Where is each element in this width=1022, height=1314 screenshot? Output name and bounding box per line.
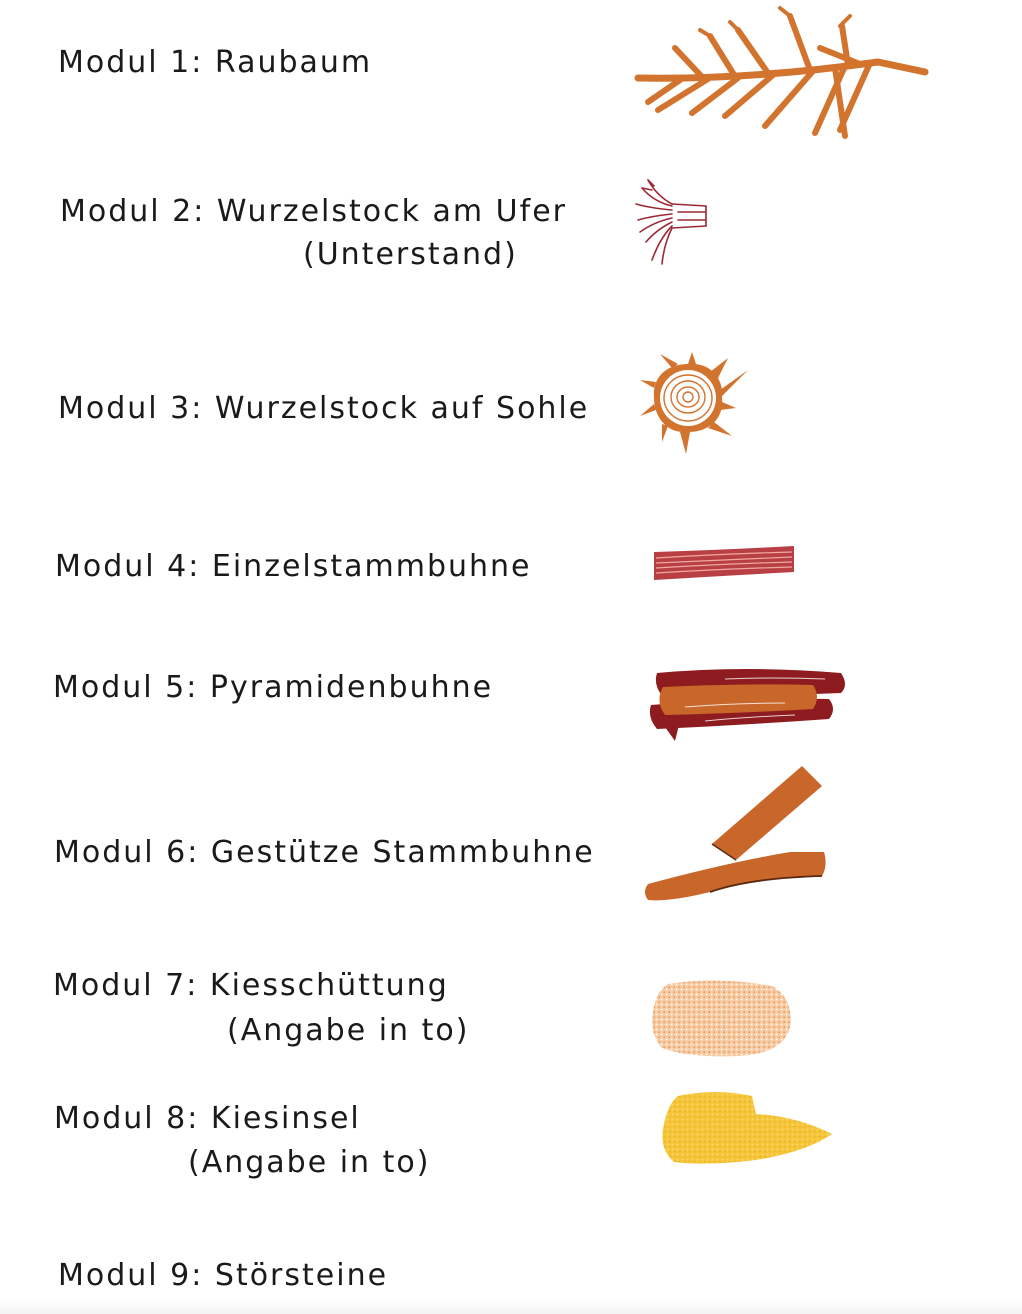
log-pyramid-icon [649,669,845,741]
page-bottom-edge [0,1300,1022,1314]
root-stock-bed-icon [640,352,748,454]
module-5-label: Modul 5: Pyramidenbuhne [53,670,494,705]
module-8-label: Modul 8: Kiesinsel [54,1101,361,1136]
gravel-island-icon [662,1092,832,1164]
supported-log-icon [645,766,826,901]
tree-crown-icon [634,6,929,139]
module-8-sublabel: (Angabe in to) [188,1145,431,1180]
gravel-fill-icon [652,980,791,1057]
root-stock-shore-icon [635,179,707,265]
module-3-label: Modul 3: Wurzelstock auf Sohle [58,391,590,426]
module-2-label: Modul 2: Wurzelstock am Ufer [60,194,567,229]
module-7-sublabel: (Angabe in to) [227,1013,470,1048]
module-7-label: Modul 7: Kiesschüttung [53,968,449,1003]
module-6-label: Modul 6: Gestütze Stammbuhne [54,835,595,870]
module-9-label: Modul 9: Störsteine [58,1258,389,1293]
module-1-label: Modul 1: Raubaum [58,45,373,80]
single-log-icon [654,546,794,580]
module-4-label: Modul 4: Einzelstammbuhne [55,549,532,584]
module-2-sublabel: (Unterstand) [303,237,518,272]
